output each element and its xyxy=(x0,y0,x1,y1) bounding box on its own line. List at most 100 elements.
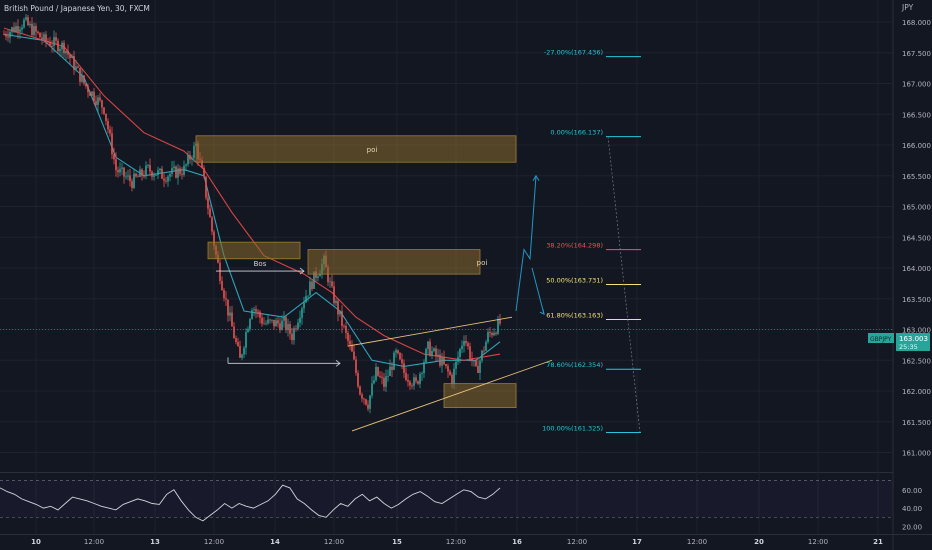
candle-body xyxy=(3,34,5,36)
candle-body xyxy=(427,341,429,350)
candle-body xyxy=(339,311,341,315)
candle-body xyxy=(279,323,281,330)
candle-body xyxy=(157,170,159,175)
time-axis[interactable]: 10 12:00 13 12:00 14 12:00 15 12:00 16 12:00 17 12:… xyxy=(31,538,883,546)
candle-body xyxy=(11,27,13,32)
candle-body xyxy=(259,311,261,318)
candle-body xyxy=(283,317,285,321)
candle-body xyxy=(287,324,289,331)
fib-level-label: 0.00%(166.137) xyxy=(550,129,603,137)
candle-body xyxy=(171,168,173,175)
candle-body xyxy=(193,145,195,159)
candle-body xyxy=(247,328,249,333)
fib-level-label: -27.00%(167.436) xyxy=(544,49,603,57)
candle-body xyxy=(383,377,385,387)
candle-body xyxy=(443,357,445,365)
candle-body xyxy=(97,97,99,105)
symbol-tag: GBPJPY xyxy=(870,336,892,343)
candle-body xyxy=(83,75,85,84)
candle-body xyxy=(241,354,243,358)
candle-body xyxy=(143,175,145,177)
candle-body xyxy=(179,168,181,174)
candle-body xyxy=(135,173,137,177)
candle-body xyxy=(175,166,177,178)
fib-retracement[interactable]: -27.00%(167.436) 0.00%(166.137) 38.20%(164… xyxy=(542,49,641,434)
candle-body xyxy=(301,308,303,318)
candle-body xyxy=(45,34,47,42)
candle-body xyxy=(341,311,343,326)
candle-body xyxy=(347,332,349,341)
candle-body xyxy=(169,174,171,177)
candle-body xyxy=(191,158,193,160)
candle-body xyxy=(295,328,297,330)
candle-body xyxy=(309,281,311,296)
rsi-tick-label: 20.00 xyxy=(902,523,922,531)
candle-body xyxy=(397,350,399,354)
price-tick-label: 162.500 xyxy=(902,357,931,365)
poi-zone xyxy=(195,135,517,163)
time-tick-label: 12:00 xyxy=(324,538,344,546)
bos-arrow xyxy=(299,267,305,275)
candle-body xyxy=(329,281,331,283)
time-tick-label: 12:00 xyxy=(204,538,224,546)
candle-body xyxy=(41,37,43,40)
candle-body xyxy=(337,300,339,315)
time-tick-label: 10 xyxy=(31,538,41,546)
candle-body xyxy=(471,358,473,361)
price-axis[interactable]: 168.000 167.500 167.000 166.500 166.000 165.5… xyxy=(892,0,931,550)
candle-body xyxy=(37,31,39,33)
candle-body xyxy=(159,168,161,171)
candle-body xyxy=(85,83,87,87)
candle-body xyxy=(477,366,479,373)
fib-level-label: 100.00%(161.325) xyxy=(542,425,603,433)
candle-body xyxy=(431,350,433,356)
price-tick-label: 162.000 xyxy=(902,388,931,396)
moving-average-cyan xyxy=(3,33,501,367)
candle-body xyxy=(363,398,365,400)
candle-body xyxy=(399,353,401,360)
candle-body xyxy=(203,167,205,177)
candle-body xyxy=(139,169,141,177)
candle-body xyxy=(489,332,491,334)
poi-zone xyxy=(207,241,301,260)
candle-body xyxy=(423,362,425,374)
candle-body xyxy=(293,328,295,341)
candle-body xyxy=(185,164,187,166)
candle-body xyxy=(243,347,245,355)
candle-body xyxy=(165,180,167,182)
price-tick-label: 165.500 xyxy=(902,173,931,181)
candle-body xyxy=(307,295,309,297)
candle-body xyxy=(163,178,165,181)
candle-body xyxy=(455,361,457,369)
candle-body xyxy=(381,376,383,378)
candle-body xyxy=(63,42,65,54)
candle-body xyxy=(127,175,129,177)
candle-body xyxy=(105,113,107,122)
candle-body xyxy=(173,166,175,169)
candle-body xyxy=(147,165,149,166)
candle-body xyxy=(261,317,263,324)
candle-body xyxy=(119,168,121,173)
candle-body xyxy=(483,350,485,352)
candle-body xyxy=(51,45,53,47)
rsi-band xyxy=(0,480,893,518)
price-tick-label: 164.000 xyxy=(902,265,931,273)
candle-body xyxy=(5,34,7,37)
poi-zone-label: poi xyxy=(477,259,488,267)
projection-path xyxy=(515,175,537,312)
candle-body xyxy=(305,296,307,303)
candle-body xyxy=(475,360,477,367)
candle-body xyxy=(445,364,447,367)
candle-body xyxy=(73,55,75,70)
candle-body xyxy=(153,175,155,177)
chart-title: British Pound / Japanese Yen, 30, FXCM xyxy=(4,4,150,13)
poi-zones: poi poi xyxy=(195,135,517,409)
rsi-panel xyxy=(0,480,893,522)
candle-body xyxy=(433,348,435,351)
candle-body xyxy=(113,154,115,160)
candle-body xyxy=(269,319,271,321)
candle-body xyxy=(351,344,353,352)
candle-body xyxy=(13,27,15,32)
